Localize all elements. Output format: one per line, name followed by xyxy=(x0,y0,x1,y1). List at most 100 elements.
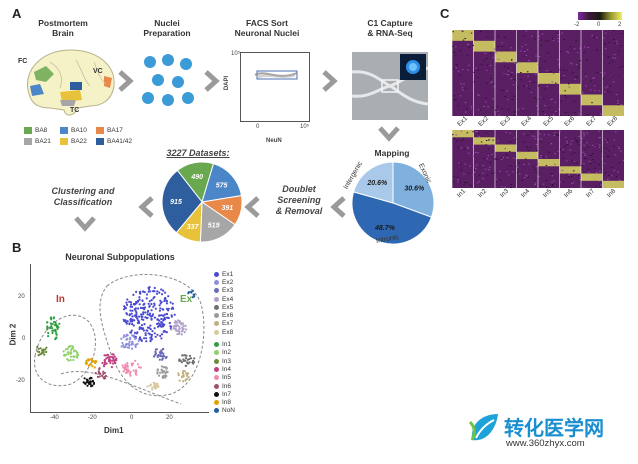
tsne-point xyxy=(149,315,153,318)
heatmap-noise xyxy=(531,135,533,137)
tsne-point xyxy=(140,313,143,316)
heatmap-noise xyxy=(612,57,614,59)
heatmap-noise xyxy=(596,49,598,51)
tsne-point xyxy=(165,299,168,303)
heatmap-noise xyxy=(599,170,601,172)
tsne-point xyxy=(162,318,165,321)
tsne-point xyxy=(183,331,186,334)
heatmap-noise xyxy=(577,174,580,176)
heatmap-noise xyxy=(542,156,545,158)
heatmap-noise xyxy=(452,45,454,47)
heatmap-top-labels: Ex1 Ex2 Ex3 Ex4 Ex5 Ex6 Ex7 Ex8 xyxy=(452,115,624,130)
tsne-point xyxy=(50,325,53,328)
tsne-point xyxy=(56,327,59,330)
heatmap-noise xyxy=(598,90,601,92)
heatmap-noise xyxy=(488,139,491,141)
heatmap-noise xyxy=(576,174,579,176)
heatmap-noise xyxy=(545,164,548,166)
heatmap-noise xyxy=(608,62,611,64)
heatmap-noise xyxy=(460,171,462,173)
heatmap-noise xyxy=(561,77,563,79)
tsne-ylabel: Dim 2 xyxy=(8,323,18,346)
tsne-point xyxy=(138,303,141,306)
tsne-point xyxy=(193,357,196,360)
heatmap-noise xyxy=(514,75,517,77)
heatmap-noise xyxy=(516,165,518,167)
heatmap-noise xyxy=(506,90,508,92)
heatmap-noise xyxy=(486,58,488,60)
heatmap-noise xyxy=(598,180,601,182)
tsne-point xyxy=(151,386,154,389)
tsne-point xyxy=(54,338,57,341)
tsne-point xyxy=(172,307,175,310)
tsne-point xyxy=(149,312,152,315)
pie-slice-label: 490 xyxy=(190,174,203,181)
heatmap-noise xyxy=(462,89,464,91)
heatmap-noise xyxy=(569,149,571,151)
legend-label: In2 xyxy=(222,349,232,357)
heatmap-noise xyxy=(582,151,584,153)
heatmap-noise xyxy=(540,39,542,41)
heatmap-noise xyxy=(559,130,561,132)
heatmap-block xyxy=(516,151,538,160)
heatmap-noise xyxy=(568,176,570,178)
heatmap-noise xyxy=(464,182,466,184)
heatmap-noise xyxy=(533,36,535,38)
tsne-point xyxy=(180,322,183,325)
heatmap-noise xyxy=(486,174,489,176)
legend-item: BA21 xyxy=(24,137,60,146)
heatmap-noise xyxy=(555,82,557,84)
tsne-plot xyxy=(30,264,209,413)
tsne-point xyxy=(156,318,159,321)
heatmap-block xyxy=(559,166,581,174)
tsne-point xyxy=(188,354,192,357)
tsne-point xyxy=(153,332,156,335)
heatmap-noise xyxy=(510,47,513,49)
heatmap-noise xyxy=(565,160,568,162)
tsne-point xyxy=(73,355,76,358)
heatmap-noise xyxy=(609,73,612,75)
heatmap-noise xyxy=(557,59,559,61)
brain-label-vc: VC xyxy=(93,68,103,75)
heatmap-noise xyxy=(613,39,615,40)
heatmap-noise xyxy=(469,165,471,167)
heatmap-noise xyxy=(472,44,474,46)
heatmap-noise xyxy=(485,140,488,141)
heatmap-noise xyxy=(608,42,611,43)
heatmap-noise xyxy=(560,100,562,102)
heatmap-noise xyxy=(617,100,619,102)
tsne-point xyxy=(149,336,152,339)
region-label-in: In xyxy=(56,294,65,305)
tsne-point xyxy=(140,326,143,330)
legend-label: In7 xyxy=(222,390,232,398)
tsne-point xyxy=(130,312,133,315)
heatmap-noise xyxy=(543,98,545,100)
heatmap-block xyxy=(473,137,495,145)
heatmap-noise xyxy=(554,163,556,165)
tsne-point xyxy=(69,359,72,362)
legend-dot xyxy=(214,313,219,319)
tsne-point xyxy=(75,355,78,358)
tsne-point xyxy=(138,337,141,340)
heatmap-noise xyxy=(460,147,463,149)
heatmap-noise xyxy=(469,184,472,186)
tsne-point xyxy=(89,383,92,386)
tsne-point xyxy=(187,292,190,295)
tsne-point xyxy=(184,364,187,367)
pie-slice xyxy=(201,163,243,203)
legend-dot xyxy=(214,342,219,348)
heatmap-noise xyxy=(604,162,606,164)
heatmap-noise xyxy=(512,157,515,159)
heatmap-noise xyxy=(603,72,606,74)
heatmap-noise xyxy=(543,60,546,62)
tsne-point xyxy=(129,317,132,321)
heatmap-noise xyxy=(501,46,504,47)
tsne-point xyxy=(159,307,162,310)
heatmap-noise xyxy=(547,40,549,42)
heatmap-noise xyxy=(584,149,587,151)
tsne-point xyxy=(146,385,149,388)
heatmap-noise xyxy=(617,50,620,52)
tsne-point xyxy=(96,375,99,379)
tsne-point xyxy=(94,359,97,363)
tsne-point xyxy=(133,331,137,334)
